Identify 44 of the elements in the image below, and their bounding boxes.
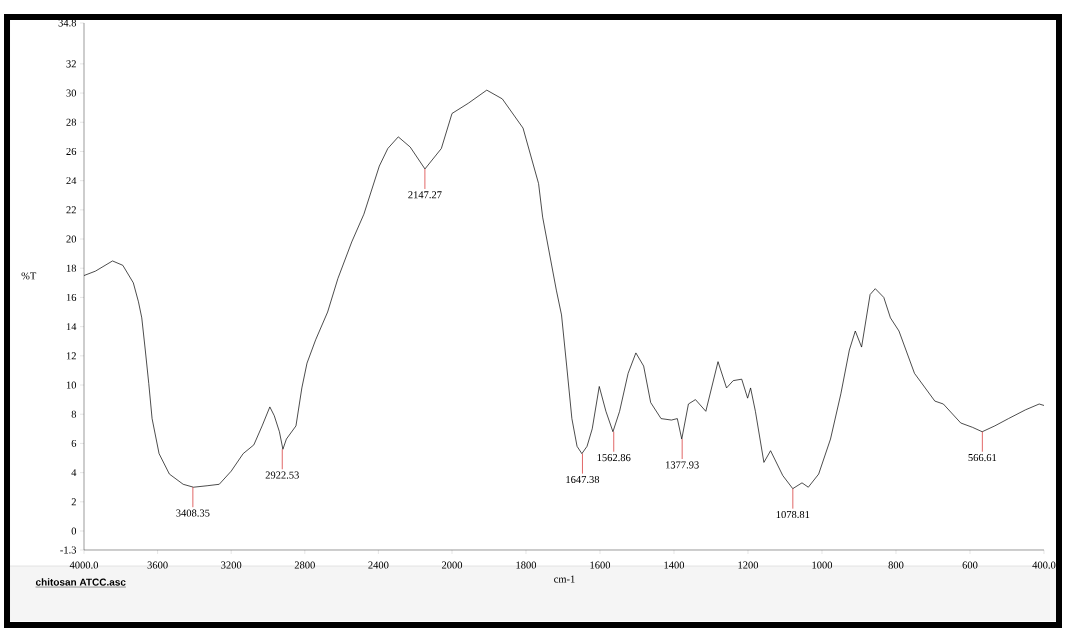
x-tick-label: 1800 <box>516 561 537 569</box>
y-tick-label: 14 <box>66 323 77 331</box>
y-tick-label: 0 <box>71 527 77 535</box>
annotation: 1377.93 <box>666 461 699 469</box>
y-tick-label: 16 <box>66 293 77 301</box>
y-tick-label: 8 <box>71 410 77 418</box>
annotation: 1562.86 <box>597 454 631 462</box>
y-tick-label: 4 <box>71 469 77 477</box>
annotation: 566.61 <box>968 454 997 462</box>
annotation: 2922.53 <box>265 471 299 479</box>
annotation: 2147.27 <box>408 191 442 199</box>
x-tick-label: 800 <box>888 561 904 569</box>
annotation: 1078.81 <box>776 510 810 519</box>
x-tick-label: 2800 <box>294 561 315 569</box>
y-tick-label: 12 <box>66 352 76 360</box>
annotation: 3408.35 <box>176 509 210 517</box>
x-tick-label: 2000 <box>441 561 463 569</box>
y-tick-label: 26 <box>66 147 77 155</box>
x-tick-label: 1000 <box>812 561 833 569</box>
y-tick-label: 18 <box>66 264 77 272</box>
x-tick-label: 3600 <box>147 561 168 569</box>
x-tick-label: 4000.0 <box>69 561 99 569</box>
annotation: 1647.38 <box>566 475 600 484</box>
y-tick-label: 20 <box>66 235 77 243</box>
y-tick-label: 32 <box>66 60 76 68</box>
x-tick-label: 1200 <box>738 561 759 569</box>
y-tick-label: 34.8 <box>58 19 77 27</box>
x-tick-label: 2400 <box>368 561 389 569</box>
y-tick-label: 2 <box>71 498 76 506</box>
x-axis-title: cm-1 <box>554 575 575 583</box>
y-tick-label: 6 <box>71 439 77 447</box>
y-tick-label: -1.3 <box>60 546 77 554</box>
y-axis-title: %T <box>21 272 37 280</box>
y-tick-label: 22 <box>66 206 76 214</box>
y-tick-label: 24 <box>66 177 77 185</box>
x-tick-label: 400.0 <box>1032 561 1056 569</box>
y-tick-label: 30 <box>66 89 77 97</box>
y-tick-label: 28 <box>66 118 77 126</box>
x-tick-label: 3200 <box>221 561 242 569</box>
y-tick-label: 10 <box>66 381 77 389</box>
x-tick-label: 1400 <box>664 561 685 569</box>
x-tick-label: 1600 <box>590 561 611 569</box>
text: chitosan ATCC.asc <box>35 578 126 586</box>
x-tick-label: 600 <box>962 561 978 569</box>
